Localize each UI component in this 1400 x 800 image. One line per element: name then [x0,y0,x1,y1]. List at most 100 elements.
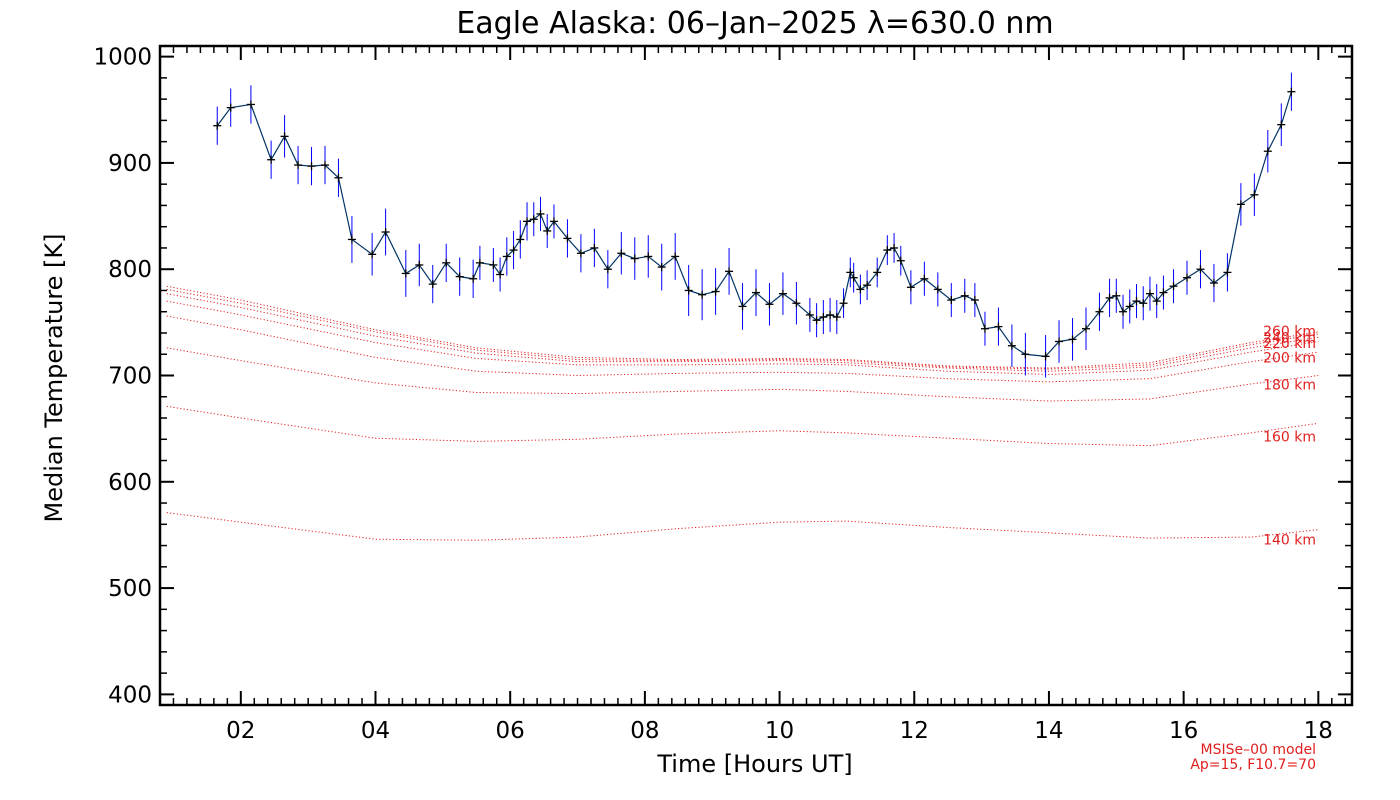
model-note-line-1: MSISe–00 model [1201,742,1316,758]
data-point [805,310,814,319]
data-point [1263,147,1272,156]
data-point [294,161,303,170]
measured-line [216,91,1292,357]
data-point [1095,307,1104,316]
model-note-line-2: Ap=15, F10.7=70 [1190,757,1316,773]
x-tick-label: 04 [361,718,390,744]
data-point [906,283,915,292]
data-point [1223,268,1232,277]
data-point [489,260,498,269]
data-point [442,258,451,267]
data-point [630,254,639,263]
data-point [334,173,343,182]
data-point [1250,190,1259,199]
data-point [226,103,235,112]
data-point [1196,265,1205,274]
data-point [856,285,865,294]
model-curve-180-km [166,347,1319,402]
model-curve-280-km [166,285,1319,369]
data-point [738,302,747,311]
data-point [496,270,505,279]
data-point [1119,307,1128,316]
data-point [819,313,828,322]
data-point [657,263,666,272]
model-label-260-km: 260 km [1263,324,1316,340]
y-tick-label: 800 [108,257,152,283]
data-point [509,246,518,255]
data-point [1132,297,1141,306]
data-point [1112,291,1121,300]
data-point [765,300,774,309]
data-point [846,268,855,277]
data-point [725,267,734,276]
data-point [1152,297,1161,306]
data-point [960,291,969,300]
data-point [792,299,801,308]
data-point [698,290,707,299]
data-point [1105,293,1114,302]
model-label-220-km: 220 km [1263,336,1316,352]
data-point [1159,288,1168,297]
data-point [529,215,538,224]
y-tick-label: 1000 [93,45,152,71]
data-point [778,289,787,298]
y-axis-label: Median Temperature [K] [40,233,68,522]
model-curves [166,285,1319,541]
measured-series [216,91,1292,357]
x-tick-label: 18 [1304,718,1333,744]
data-point [933,285,942,294]
data-point [890,243,899,252]
data-point [684,286,693,295]
data-point [603,265,612,274]
data-point [590,243,599,252]
data-point [246,100,255,109]
data-point [947,296,956,305]
data-point [1125,302,1134,311]
data-point [1021,350,1030,359]
data-point [1169,282,1178,291]
chart-title: Eagle Alaska: 06–Jan–2025 λ=630.0 nm [456,6,1053,41]
data-point [1236,200,1245,209]
data-point [1145,289,1154,298]
data-point [1139,299,1148,308]
x-tick-label: 02 [226,718,255,744]
data-point [752,288,760,297]
model-curve-160-km [166,405,1319,447]
data-point [267,155,276,164]
data-point [644,252,653,261]
data-point [671,252,680,261]
data-point [307,162,316,171]
model-label-240-km: 240 km [1263,331,1316,347]
data-point [536,209,545,218]
data-point [576,249,585,258]
data-point [455,272,464,281]
data-point [711,287,720,296]
data-point [280,132,289,141]
axis-ticks: 02 04 06 08 10 12 14 16 18 400 500 600 700 800 900 1000 [93,45,1352,744]
data-point [832,313,841,322]
x-tick-label: 08 [630,718,659,744]
y-tick-label: 900 [108,151,152,177]
data-point [1055,337,1064,346]
data-point [920,274,929,283]
error-bars [216,72,1292,378]
data-point [826,310,835,319]
data-point [863,281,872,290]
data-point [415,260,424,269]
data-point [1277,120,1286,129]
data-point [1183,273,1192,282]
x-tick-label: 10 [765,718,794,744]
data-point [320,161,329,170]
data-point [812,316,821,325]
data-point [883,246,892,255]
x-tick-label: 06 [496,718,525,744]
data-point [1041,352,1050,361]
measured-markers [213,87,1296,361]
data-point [563,234,572,243]
data-point [347,235,356,244]
x-tick-label: 16 [1169,718,1198,744]
data-point [970,296,979,305]
data-point [1209,279,1218,288]
data-point [428,280,437,289]
